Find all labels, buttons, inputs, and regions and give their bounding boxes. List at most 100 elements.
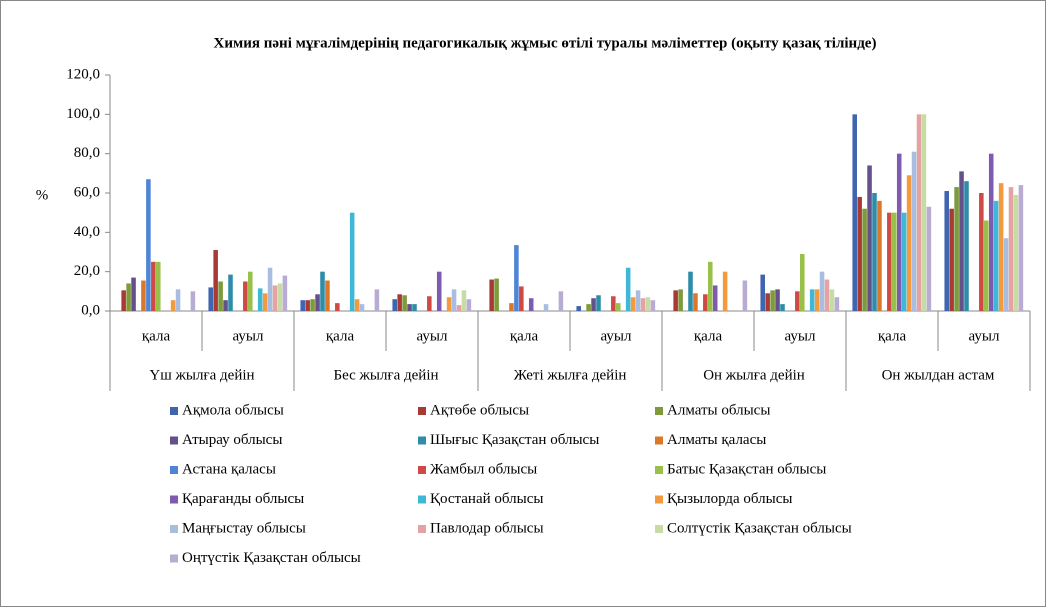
legend-label: Алматы облысы [667, 402, 770, 418]
bar [300, 300, 305, 311]
bar [616, 303, 621, 311]
bar [926, 206, 932, 311]
x-tick-label: ауыл [417, 328, 448, 344]
bar [921, 114, 927, 311]
bar [528, 298, 534, 311]
bar [635, 290, 641, 311]
bar [949, 208, 954, 311]
bar [257, 288, 263, 311]
bar [576, 306, 581, 311]
legend-swatch [418, 436, 426, 445]
legend-label: Жамбыл облысы [430, 461, 537, 477]
y-tick-label: 0,0 [81, 302, 100, 318]
bar [354, 299, 360, 311]
bar [944, 191, 949, 311]
bar [742, 280, 748, 311]
legend-swatch [170, 495, 178, 504]
legend-swatch [418, 495, 426, 504]
bar [282, 275, 288, 311]
bar [126, 283, 131, 311]
bar [877, 200, 882, 311]
legend-swatch [655, 525, 663, 533]
bar [310, 299, 315, 311]
bar [760, 274, 765, 311]
x-tick-label: ауыл [785, 328, 816, 344]
bar [712, 285, 718, 311]
bar [1018, 185, 1024, 311]
group-label: Он жылға дейін [703, 367, 805, 383]
bar [243, 281, 248, 311]
bar [586, 304, 591, 311]
bar [436, 271, 442, 311]
bar [131, 277, 136, 311]
legend-label: Маңғыстау облысы [182, 520, 306, 536]
bar [630, 297, 636, 311]
legend-label: Оңтүстік Қазақстан облысы [182, 550, 361, 566]
bar [673, 290, 678, 311]
bar [611, 296, 616, 311]
legend-label: Қостанай облысы [430, 491, 543, 507]
legend-label: Ақтөбе облысы [430, 402, 529, 418]
bar [988, 153, 994, 311]
bar [775, 289, 780, 311]
bar [461, 290, 467, 311]
bar [872, 193, 877, 311]
bar [248, 271, 253, 311]
legend-label: Астана қаласы [182, 461, 276, 477]
x-tick-label: қала [510, 328, 539, 344]
bar [446, 297, 452, 311]
bar [208, 287, 213, 311]
group-label: Үш жылға дейін [149, 367, 254, 383]
bar [466, 299, 472, 311]
legend-swatch [655, 407, 663, 415]
bar [335, 303, 340, 311]
bar [218, 281, 223, 311]
bar [223, 300, 228, 311]
y-axis-label: % [36, 187, 49, 203]
bar [175, 289, 181, 311]
bar [901, 212, 907, 311]
x-tick-label: қала [326, 328, 355, 344]
group-label: Жеті жылға дейін [514, 367, 627, 383]
bar [392, 299, 397, 311]
bar [892, 212, 897, 311]
bar [325, 280, 330, 311]
bar [170, 300, 176, 311]
legend-label: Қарағанды облысы [182, 491, 304, 507]
bar [121, 290, 126, 311]
bar [857, 196, 862, 311]
bar [305, 300, 310, 311]
x-tick-label: қала [694, 328, 723, 344]
legend-label: Павлодар облысы [430, 520, 544, 536]
bar [402, 295, 407, 311]
y-tick-label: 100,0 [66, 106, 100, 122]
bar [267, 267, 273, 311]
legend-label: Қызылорда облысы [667, 491, 792, 507]
y-tick-label: 60,0 [74, 184, 100, 200]
bar [451, 289, 457, 311]
bar [262, 293, 268, 311]
bar [678, 289, 683, 311]
bar [625, 267, 631, 311]
bar [906, 175, 912, 311]
group-label: Он жылдан астам [882, 367, 995, 383]
bar [911, 151, 917, 311]
bar [456, 305, 462, 311]
bar [519, 286, 524, 311]
bar [412, 304, 417, 311]
bar [998, 183, 1004, 311]
legend-swatch [655, 436, 663, 445]
bar [819, 271, 825, 311]
bar [397, 294, 402, 311]
bar [359, 304, 365, 311]
legend-swatch [655, 495, 663, 504]
y-tick-label: 80,0 [74, 145, 100, 161]
bar [349, 212, 355, 311]
bar [407, 304, 412, 311]
bar [722, 271, 728, 311]
x-tick-label: қала [878, 328, 907, 344]
x-tick-label: ауыл [969, 328, 1000, 344]
bar [543, 304, 549, 311]
bar [272, 285, 278, 311]
